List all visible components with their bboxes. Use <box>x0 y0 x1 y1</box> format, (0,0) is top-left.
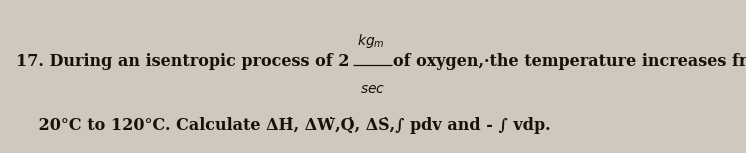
Text: of oxygen,·the temperature increases from: of oxygen,·the temperature increases fro… <box>393 53 746 70</box>
Text: 20°C to 120°C. Calculate ΔḢ, ΔẆ,Q̇, ΔṠ,∫ pdv and - ∫ vdp.: 20°C to 120°C. Calculate ΔḢ, ΔẆ,Q̇, ΔS… <box>16 117 551 134</box>
Text: $\mathit{sec}$: $\mathit{sec}$ <box>360 82 386 96</box>
Text: 17. During an isentropic process of 2: 17. During an isentropic process of 2 <box>16 53 356 70</box>
Text: $\mathit{kg}_{\mathit{m}}$: $\mathit{kg}_{\mathit{m}}$ <box>357 32 384 50</box>
